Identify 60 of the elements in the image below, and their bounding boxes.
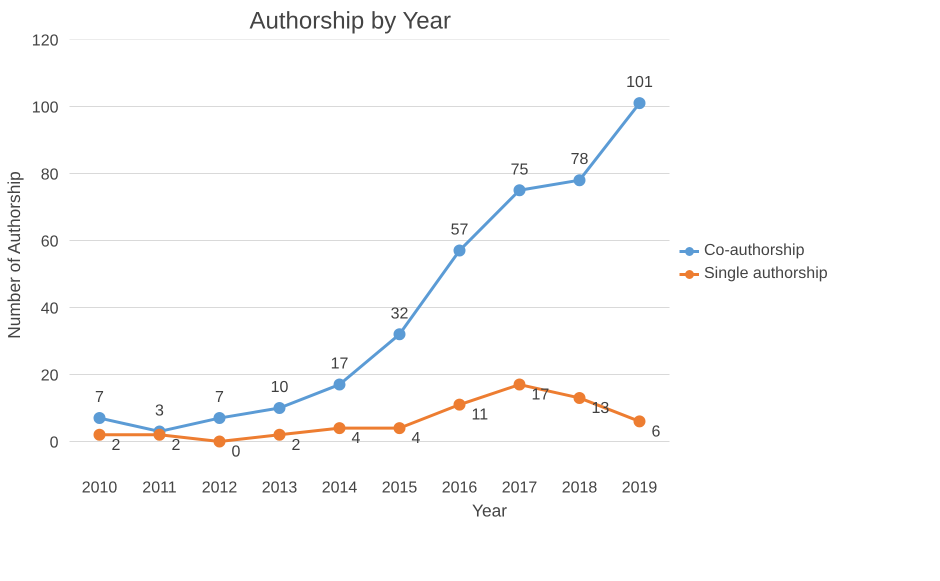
data-label: 78 bbox=[570, 151, 588, 168]
data-label: 4 bbox=[412, 430, 420, 448]
data-label: 7 bbox=[95, 389, 104, 406]
x-tick-label: 2019 bbox=[622, 480, 658, 496]
x-axis-title: Year bbox=[472, 500, 508, 520]
y-tick-label: 20 bbox=[40, 368, 59, 384]
data-label: 2 bbox=[172, 436, 180, 454]
y-tick-label: 120 bbox=[32, 32, 59, 50]
point bbox=[574, 174, 586, 186]
y-tick-label: 0 bbox=[50, 434, 59, 452]
point bbox=[454, 244, 466, 257]
x-tick-label: 2011 bbox=[142, 480, 177, 496]
point bbox=[514, 184, 526, 196]
data-label: 17 bbox=[532, 386, 550, 404]
data-label: 0 bbox=[232, 444, 240, 460]
data-label: 17 bbox=[330, 356, 348, 373]
x-tick-label: 2014 bbox=[322, 480, 358, 496]
point bbox=[214, 436, 226, 448]
data-label: 6 bbox=[652, 423, 660, 440]
x-tick-label: 2012 bbox=[202, 480, 238, 496]
data-label: 101 bbox=[626, 74, 653, 92]
data-label: 75 bbox=[510, 161, 528, 178]
y-tick-label: 60 bbox=[40, 234, 59, 250]
y-tick-label: 40 bbox=[40, 300, 59, 318]
legend-label: Single authorship bbox=[704, 265, 828, 283]
data-label: 10 bbox=[270, 379, 288, 396]
point bbox=[454, 398, 466, 411]
point bbox=[94, 412, 106, 424]
point bbox=[214, 412, 226, 424]
point bbox=[634, 415, 646, 428]
chart-title: Authorship by Year bbox=[250, 8, 451, 34]
x-tick-label: 2018 bbox=[562, 480, 598, 496]
point bbox=[514, 378, 526, 391]
data-label: 57 bbox=[450, 222, 468, 239]
point bbox=[334, 378, 346, 391]
data-label: 32 bbox=[390, 305, 408, 322]
data-label: 2 bbox=[112, 436, 120, 454]
x-tick-label: 2013 bbox=[262, 480, 298, 496]
point bbox=[574, 392, 586, 404]
point bbox=[394, 328, 406, 340]
data-label: 7 bbox=[215, 389, 224, 406]
x-tick-label: 2016 bbox=[442, 480, 478, 496]
x-tick-label: 2015 bbox=[382, 480, 418, 496]
point bbox=[274, 402, 286, 414]
x-tick-label: 2017 bbox=[502, 480, 538, 496]
data-label: 2 bbox=[292, 436, 300, 454]
point bbox=[334, 422, 346, 434]
data-label: 11 bbox=[472, 406, 488, 424]
point bbox=[274, 428, 286, 441]
y-axis-title: Number of Authorship bbox=[4, 171, 24, 339]
data-label: 4 bbox=[352, 430, 360, 448]
data-label: 3 bbox=[155, 402, 164, 420]
point bbox=[94, 428, 106, 441]
point bbox=[634, 97, 646, 110]
y-tick-label: 80 bbox=[40, 166, 59, 184]
y-tick-label: 100 bbox=[32, 100, 59, 116]
legend-label: Co-authorship bbox=[704, 242, 804, 260]
point bbox=[394, 422, 406, 434]
point bbox=[154, 428, 166, 441]
x-tick-label: 2010 bbox=[82, 480, 118, 496]
